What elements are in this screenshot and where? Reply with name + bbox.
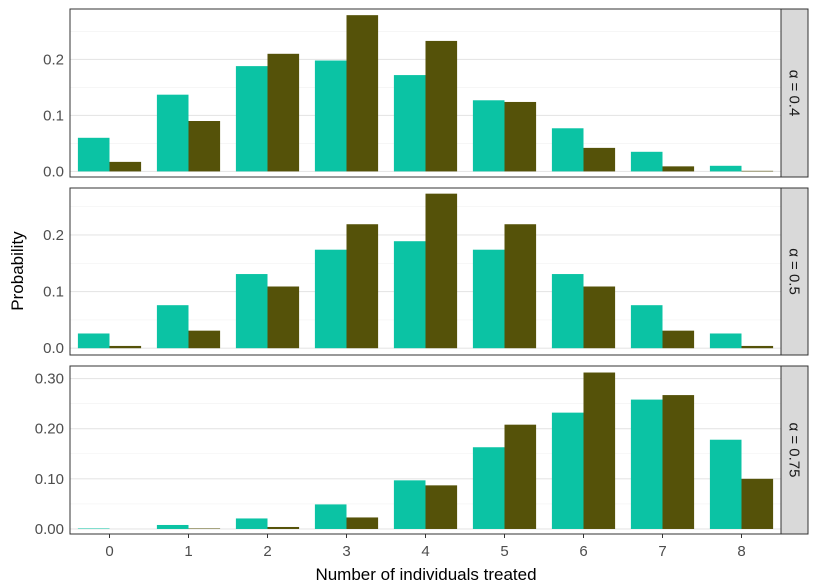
strip-label: α = 0.5 bbox=[786, 248, 803, 295]
bar-series-2-cat-7 bbox=[662, 166, 695, 172]
y-tick-label: 0.20 bbox=[35, 421, 64, 438]
x-tick-label: 7 bbox=[658, 543, 666, 560]
bar-series-1-cat-3 bbox=[314, 249, 347, 349]
y-tick-label: 0.1 bbox=[43, 107, 64, 124]
bar-series-2-cat-4 bbox=[425, 485, 458, 529]
x-tick-label: 0 bbox=[105, 543, 113, 560]
bar-series-2-cat-7 bbox=[662, 395, 695, 529]
bar-series-1-cat-2 bbox=[235, 518, 268, 529]
y-tick-label: 0.30 bbox=[35, 371, 64, 388]
bar-series-1-cat-6 bbox=[551, 274, 584, 349]
x-axis-title: Number of individuals treated bbox=[315, 565, 536, 584]
y-axis-title: Probability bbox=[8, 231, 27, 311]
bar-series-1-cat-7 bbox=[630, 399, 663, 529]
bar-series-1-cat-1 bbox=[156, 524, 189, 529]
bar-series-1-cat-1 bbox=[156, 305, 189, 349]
bar-series-2-cat-8 bbox=[741, 478, 774, 529]
bar-series-1-cat-5 bbox=[472, 100, 505, 172]
x-tick-label: 4 bbox=[421, 543, 429, 560]
bar-series-1-cat-3 bbox=[314, 60, 347, 172]
bar-series-1-cat-4 bbox=[393, 480, 426, 529]
strip-background bbox=[780, 187, 809, 356]
strip-label: α = 0.4 bbox=[786, 70, 803, 117]
bar-series-2-cat-4 bbox=[425, 193, 458, 349]
panels-layer: 0.0 0.1 0.2 α = 0.4 0.0 0.1 0.2 α = 0.5 0.00 0.10… bbox=[35, 8, 809, 538]
x-tick-label: 3 bbox=[342, 543, 350, 560]
bar-series-2-cat-5 bbox=[504, 224, 537, 349]
x-tick-label: 5 bbox=[500, 543, 508, 560]
strip-background bbox=[780, 365, 809, 535]
bar-series-1-cat-8 bbox=[709, 333, 742, 349]
bar-series-1-cat-6 bbox=[551, 128, 584, 172]
bar-series-1-cat-6 bbox=[551, 412, 584, 529]
bar-series-1-cat-8 bbox=[709, 439, 742, 529]
bar-series-2-cat-6 bbox=[583, 147, 616, 172]
x-tick-label: 2 bbox=[263, 543, 271, 560]
bar-series-2-cat-6 bbox=[583, 372, 616, 529]
bar-series-2-cat-2 bbox=[267, 53, 300, 172]
bar-series-2-cat-5 bbox=[504, 424, 537, 529]
bar-series-1-cat-7 bbox=[630, 151, 663, 172]
bar-series-1-cat-0 bbox=[77, 528, 110, 529]
panel-1: 0.0 0.1 0.2 α = 0.4 bbox=[43, 8, 809, 180]
bar-series-1-cat-7 bbox=[630, 305, 663, 349]
bar-series-2-cat-1 bbox=[188, 121, 221, 172]
bar-series-1-cat-3 bbox=[314, 504, 347, 529]
bar-series-2-cat-2 bbox=[267, 526, 300, 529]
bar-series-1-cat-4 bbox=[393, 75, 426, 172]
bar-series-2-cat-4 bbox=[425, 40, 458, 172]
bar-series-2-cat-7 bbox=[662, 330, 695, 349]
x-tick-label: 8 bbox=[737, 543, 745, 560]
y-tick-label: 0.2 bbox=[43, 227, 64, 244]
bar-series-2-cat-3 bbox=[346, 15, 379, 172]
y-tick-label: 0.1 bbox=[43, 284, 64, 301]
y-tick-label: 0.0 bbox=[43, 340, 64, 357]
bar-series-1-cat-4 bbox=[393, 241, 426, 349]
bar-series-2-cat-1 bbox=[188, 528, 221, 529]
bar-series-1-cat-2 bbox=[235, 66, 268, 172]
bar-series-1-cat-0 bbox=[77, 333, 110, 349]
bar-series-1-cat-2 bbox=[235, 274, 268, 349]
bar-series-2-cat-8 bbox=[741, 170, 774, 172]
bar-series-1-cat-5 bbox=[472, 447, 505, 529]
bar-series-1-cat-8 bbox=[709, 165, 742, 172]
bar-series-1-cat-5 bbox=[472, 249, 505, 349]
x-tick-label: 1 bbox=[184, 543, 192, 560]
y-tick-label: 0.10 bbox=[35, 471, 64, 488]
bar-series-2-cat-8 bbox=[741, 345, 774, 349]
panel-3: 0.00 0.10 0.20 0.30 α = 0.75 bbox=[35, 365, 809, 538]
panel-2: 0.0 0.1 0.2 α = 0.5 bbox=[43, 187, 809, 357]
strip-label: α = 0.75 bbox=[786, 423, 803, 478]
bar-series-2-cat-6 bbox=[583, 286, 616, 349]
bar-series-1-cat-0 bbox=[77, 137, 110, 172]
y-tick-label: 0.0 bbox=[43, 163, 64, 180]
y-tick-label: 0.00 bbox=[35, 521, 64, 538]
bar-series-2-cat-5 bbox=[504, 101, 537, 172]
bar-series-2-cat-2 bbox=[267, 286, 300, 349]
bar-series-2-cat-3 bbox=[346, 517, 379, 529]
x-tick-label: 6 bbox=[579, 543, 587, 560]
y-tick-label: 0.2 bbox=[43, 51, 64, 68]
x-axis: 0 1 2 3 4 5 6 7 8 bbox=[105, 534, 746, 560]
bar-series-2-cat-0 bbox=[109, 345, 142, 349]
bar-series-2-cat-3 bbox=[346, 224, 379, 349]
strip-background bbox=[780, 8, 809, 178]
bar-series-2-cat-1 bbox=[188, 330, 221, 349]
bar-series-2-cat-0 bbox=[109, 161, 142, 172]
bar-series-1-cat-1 bbox=[156, 94, 189, 172]
